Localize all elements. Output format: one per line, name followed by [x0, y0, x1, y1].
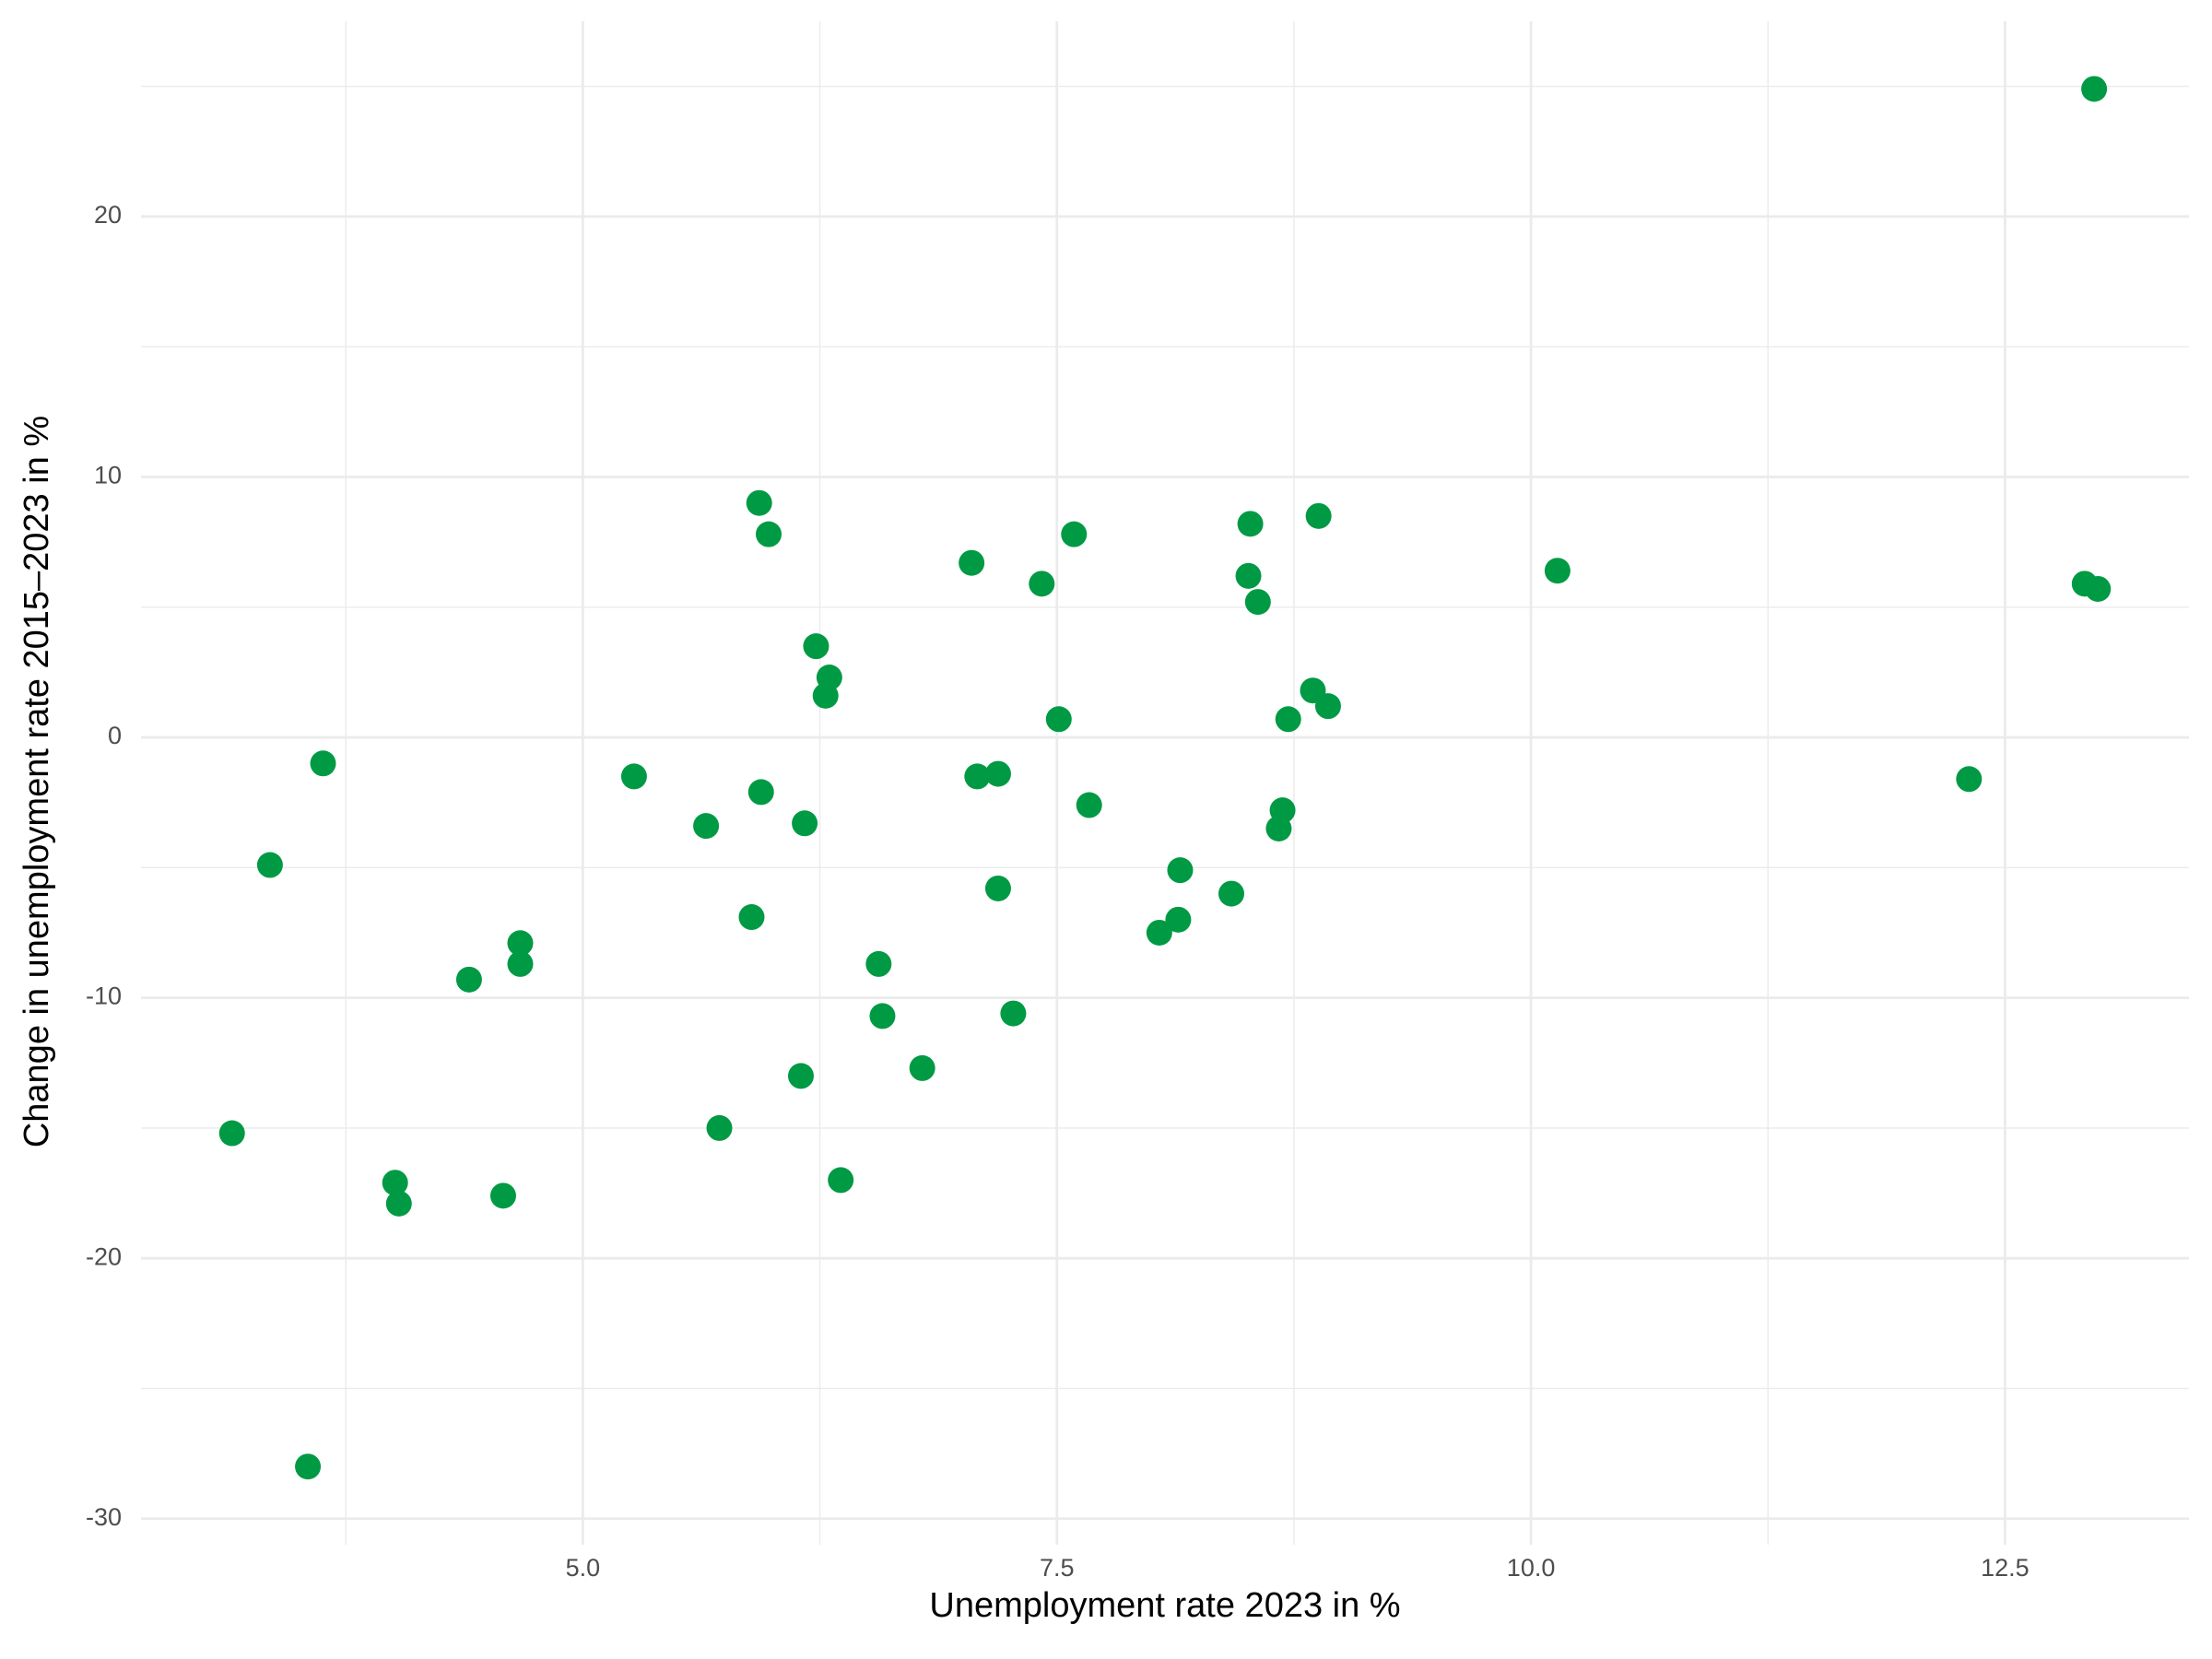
y-tick-label: -30 [86, 1503, 122, 1531]
point [1956, 766, 1983, 793]
y-tick-label: 10 [94, 462, 122, 489]
point [865, 950, 892, 977]
point [1165, 906, 1192, 933]
point [1029, 571, 1055, 597]
point [964, 763, 991, 790]
point [310, 750, 336, 777]
point [382, 1170, 408, 1196]
point [792, 810, 818, 837]
point [1045, 706, 1072, 733]
point [756, 521, 782, 547]
point [738, 904, 765, 931]
point [803, 633, 830, 660]
point [489, 1182, 516, 1209]
point [828, 1167, 854, 1194]
point [869, 1003, 896, 1030]
point [256, 852, 283, 878]
point [1314, 693, 1341, 720]
y-tick-label: 20 [94, 201, 122, 229]
point [812, 682, 839, 709]
point [1061, 521, 1088, 547]
x-tick-label: 7.5 [1040, 1554, 1075, 1582]
point [747, 779, 774, 806]
point [1244, 589, 1271, 616]
point [1218, 880, 1245, 907]
point [620, 763, 647, 790]
point [959, 549, 985, 576]
point [787, 1063, 814, 1089]
y-tick-label: -20 [86, 1242, 122, 1270]
point [746, 489, 772, 516]
y-axis-title: Change in unemployment rate 2015–2023 in… [18, 416, 56, 1147]
point [218, 1120, 245, 1147]
point [1076, 792, 1102, 818]
x-tick-label: 10.0 [1507, 1554, 1556, 1582]
point [1167, 857, 1194, 884]
point [295, 1453, 322, 1480]
point [2081, 76, 2108, 102]
x-tick-label: 12.5 [1981, 1554, 2030, 1582]
point [2085, 575, 2112, 602]
point [909, 1054, 935, 1081]
point [1265, 815, 1292, 841]
x-tick-label: 5.0 [566, 1554, 601, 1582]
point [984, 760, 1011, 787]
y-tick-label: 0 [108, 722, 122, 749]
x-axis-title: Unemployment rate 2023 in % [929, 1586, 1400, 1625]
point [1305, 502, 1332, 529]
point [1000, 1000, 1027, 1027]
point [507, 930, 534, 957]
point [1237, 511, 1264, 537]
point [984, 875, 1011, 901]
point [1275, 706, 1301, 733]
point [385, 1190, 412, 1217]
point [1235, 562, 1262, 589]
point [1544, 558, 1571, 584]
point [507, 950, 534, 977]
y-tick-label: -10 [86, 982, 122, 1010]
point [455, 966, 482, 993]
point [693, 813, 720, 840]
point [706, 1114, 733, 1141]
point [1146, 919, 1172, 946]
